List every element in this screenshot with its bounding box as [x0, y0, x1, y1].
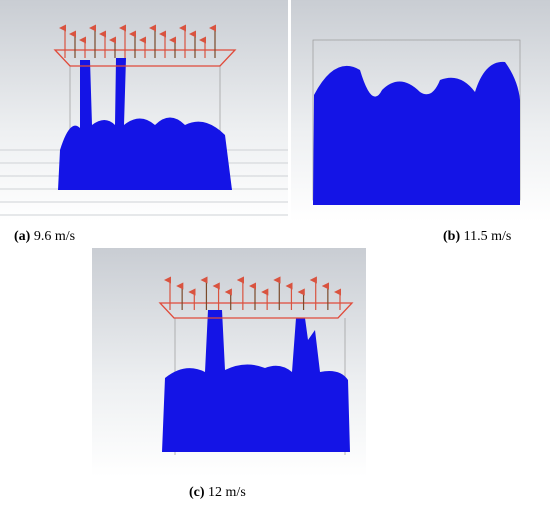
panel-b-image: [291, 0, 550, 222]
panel-c-image: [92, 248, 366, 477]
panel-label: (c): [189, 485, 205, 500]
panel-caption: 9.6 m/s: [33, 229, 76, 244]
caption-a: (a) 9.6 m/s: [14, 229, 75, 245]
panel-label: (b): [443, 229, 461, 244]
panel-label: (a): [14, 229, 31, 244]
panel-caption: 12 m/s: [208, 485, 246, 500]
panel-a-image: [0, 0, 288, 222]
caption-c: (c) 12 m/s: [189, 485, 246, 501]
caption-b: (b) 11.5 m/s: [443, 229, 511, 245]
panel-caption: 11.5 m/s: [463, 229, 512, 244]
